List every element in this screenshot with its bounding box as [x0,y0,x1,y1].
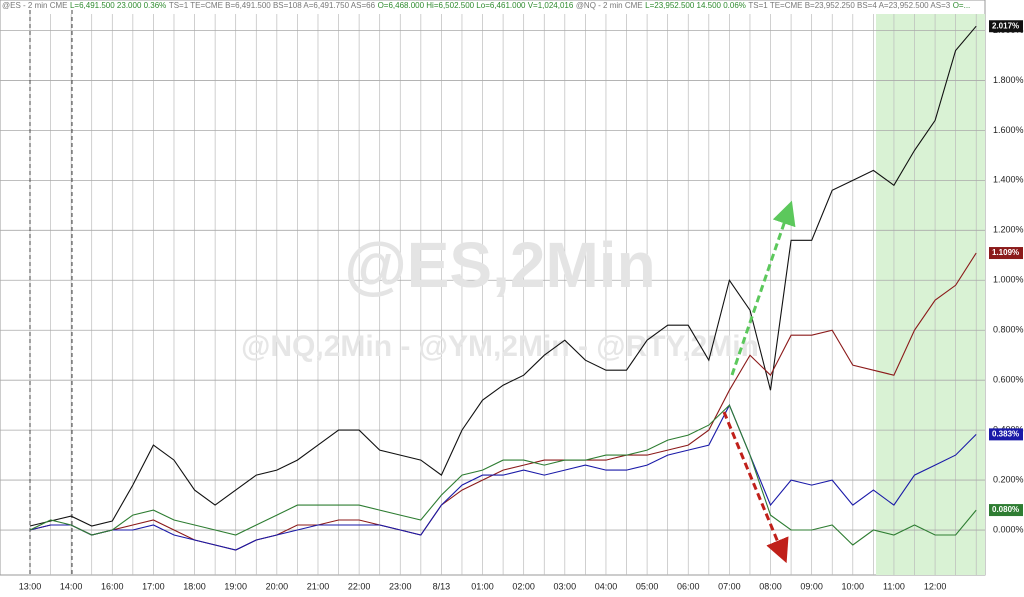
y-tick-label: 0.200% [993,474,1024,484]
y-tick-label: 0.000% [993,524,1024,534]
es-info: TS=1 TE=CME B=6,491.500 BS=108 A=6,491.7… [169,1,376,10]
end-label: 0.080% [992,505,1019,514]
es-name: @ES - 2 min CME [2,1,67,10]
x-tick-label: 01:00 [471,581,494,591]
y-tick-label: 0.600% [993,375,1024,385]
x-tick-label: 20:00 [266,581,289,591]
series-line [29,404,977,546]
watermark: @ES,2Min [344,229,655,301]
x-tick-label: 06:00 [677,581,700,591]
lines [29,25,977,551]
series-line [29,25,977,527]
x-tick-label: 22:00 [348,581,371,591]
end-label-box [989,504,1023,517]
x-tick-label: 23:00 [389,581,412,591]
series-line [29,252,977,551]
arrow-up [730,200,796,376]
x-tick-label: 05:00 [636,581,659,591]
nq-name: @NQ - 2 min CME [576,1,643,10]
x-tick-label: 21:00 [307,581,330,591]
x-tick-label: 14:00 [60,581,83,591]
x-tick-label: 18:00 [183,581,206,591]
header-strip: @ES - 2 min CME L=6,491.500 23.000 0.36%… [2,0,970,10]
y-tick-label: 0.800% [993,325,1024,335]
nq-ohlc: O=... [953,1,971,10]
x-tick-label: 12:00 [924,581,947,591]
watermark-sub: @NQ,2Min - @YM,2Min - @RTY,2Min [241,330,759,363]
nq-quote: L=23,952.500 14.500 0.06% [645,1,746,10]
end-label: 0.383% [992,429,1019,438]
x-tick-label: 07:00 [718,581,741,591]
x-tick-label: 03:00 [554,581,577,591]
y-tick-label: 1.000% [993,275,1024,285]
end-label-box [989,428,1023,441]
end-label: 2.017% [992,21,1019,30]
y-tick-label: 1.600% [993,125,1024,135]
highlight-region [876,14,985,575]
series-line [29,403,977,551]
end-label: 1.109% [992,248,1019,257]
y-tick-label: 1.800% [993,75,1024,85]
end-label-box [989,20,1023,33]
grid [0,14,985,575]
nq-info: TS=1 TE=CME B=23,952.250 BS=4 A=23,952.5… [748,1,950,10]
x-tick-label: 19:00 [224,581,247,591]
x-tick-label: 11:00 [883,581,905,591]
x-tick-label: 08:00 [759,581,782,591]
y-tick-label: 1.200% [993,225,1024,235]
arrow-down [722,411,789,564]
es-ohlc: O=6,468.000 Hi=6,502.500 Lo=6,461.000 V=… [378,1,574,10]
x-tick-label: 8/13 [433,581,451,591]
end-label-box [989,247,1023,260]
x-tick-label: 02:00 [512,581,535,591]
y-tick-label: 1.400% [993,175,1024,185]
plot-area [0,0,986,576]
x-tick-label: 16:00 [101,581,124,591]
x-tick-label: 09:00 [800,581,823,591]
x-tick-label: 04:00 [595,581,618,591]
es-quote: L=6,491.500 23.000 0.36% [70,1,166,10]
x-tick-label: 17:00 [142,581,165,591]
x-tick-label: 13:00 [19,581,42,591]
x-tick-label: 10:00 [842,581,865,591]
